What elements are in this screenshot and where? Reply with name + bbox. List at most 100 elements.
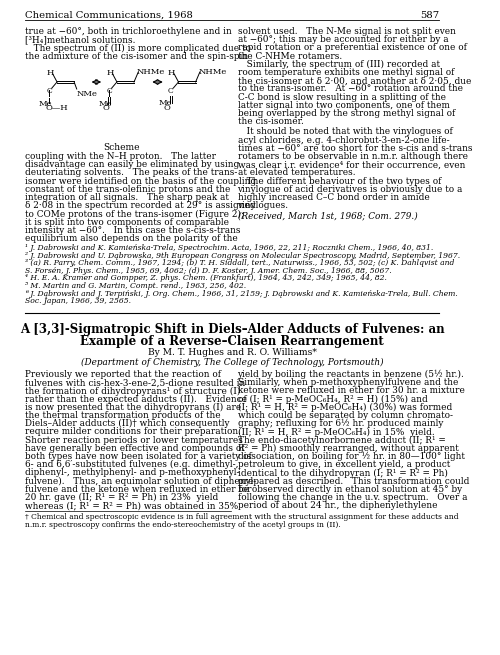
Text: coupling with the N–H proton.   The latter: coupling with the N–H proton. The latter [26, 152, 216, 161]
Text: n.m.r. spectroscopy confirms the endo-stereochemistry of the acetyl groups in (I: n.m.r. spectroscopy confirms the endo-st… [26, 521, 341, 529]
Text: (Received, March 1st, 1968; Com. 279.): (Received, March 1st, 1968; Com. 279.) [238, 212, 418, 220]
Text: (Department of Chemistry, The College of Technology, Portsmouth): (Department of Chemistry, The College of… [81, 358, 384, 367]
Text: Shorter reaction periods or lower temperatures: Shorter reaction periods or lower temper… [26, 436, 244, 445]
Text: true at −60°, both in trichloroethylene and in: true at −60°, both in trichloroethylene … [26, 27, 232, 36]
Text: Chemical Communications, 1968: Chemical Communications, 1968 [26, 11, 194, 20]
Text: of (I; R¹ = p-MeOC₆H₄, R² = H) (15%) and: of (I; R¹ = p-MeOC₆H₄, R² = H) (15%) and [238, 394, 428, 403]
Text: [³H₄]methanol solutions.: [³H₄]methanol solutions. [26, 35, 136, 44]
Text: A [3,3]-Sigmatropic Shift in Diels–Alder Adducts of Fulvenes: an: A [3,3]-Sigmatropic Shift in Diels–Alder… [20, 323, 444, 336]
Text: require milder conditions for their preparation.: require milder conditions for their prep… [26, 428, 242, 436]
Text: δ 2·08 in the spectrum recorded at 29° is assigned: δ 2·08 in the spectrum recorded at 29° i… [26, 201, 256, 210]
Text: S. Forsén, J. Phys. Chem., 1965, 69, 4062; (d) D. F. Koster, J. Amer. Chem. Soc.: S. Forsén, J. Phys. Chem., 1965, 69, 406… [26, 267, 392, 275]
Text: prepared as described.   This transformation could: prepared as described. This transformati… [238, 477, 469, 485]
Text: H: H [46, 69, 54, 77]
Text: By M. T. Hughes and R. O. Williams*: By M. T. Hughes and R. O. Williams* [148, 348, 317, 357]
Text: ¹ J. Dabrowski and K. Kamieńska-Trela, Spectrochim. Acta, 1966, 22, 211; Rocznik: ¹ J. Dabrowski and K. Kamieńska-Trela, S… [26, 244, 434, 252]
Text: Similarly, the spectrum of (III) recorded at: Similarly, the spectrum of (III) recorde… [238, 60, 440, 69]
Text: Me: Me [38, 100, 52, 108]
Text: have generally been effective and compounds of: have generally been effective and compou… [26, 444, 245, 453]
Text: ketone were refluxed in ether for 30 hr. a mixture: ketone were refluxed in ether for 30 hr.… [238, 386, 464, 396]
Text: the formation of dihydropyrans¹ of structure (I): the formation of dihydropyrans¹ of struc… [26, 386, 241, 396]
Text: fulvene).   Thus, an equimolar solution of diphenyl-: fulvene). Thus, an equimolar solution of… [26, 477, 256, 486]
Text: O: O [164, 104, 171, 112]
Text: vinylogues.: vinylogues. [238, 201, 288, 210]
Text: dissociation, on boiling for ½ hr. in 80—100° light: dissociation, on boiling for ½ hr. in 80… [238, 452, 464, 461]
Text: the C-NHMe rotamers.: the C-NHMe rotamers. [238, 52, 342, 61]
Text: being overlapped by the strong methyl signal of: being overlapped by the strong methyl si… [238, 109, 455, 118]
Text: equilibrium also depends on the polarity of the: equilibrium also depends on the polarity… [26, 234, 238, 243]
Text: C: C [106, 87, 112, 95]
Text: Me: Me [98, 100, 112, 108]
Text: the cis-isomer.: the cis-isomer. [238, 117, 304, 126]
Text: highly increased C–C bond order in amide: highly increased C–C bond order in amide [238, 193, 430, 202]
Text: ³ (a) R. Parry, Chem. Comm., 1967, 1294; (b) T. H. Siddall, tert., Naturwiss., 1: ³ (a) R. Parry, Chem. Comm., 1967, 1294;… [26, 259, 455, 267]
Text: † Chemical and spectroscopic evidence is in full agreement with the structural a: † Chemical and spectroscopic evidence is… [26, 514, 459, 521]
Text: intensity at −60°.   In this case the s-cis-s-trans: intensity at −60°. In this case the s-ci… [26, 226, 241, 234]
Text: the thermal transformation products of the: the thermal transformation products of t… [26, 411, 221, 420]
Text: The spectrum of (II) is more complicated due to: The spectrum of (II) is more complicated… [26, 43, 252, 52]
Text: (I; R¹ = H, R² = p-MeOC₆H₄) (30%) was formed: (I; R¹ = H, R² = p-MeOC₆H₄) (30%) was fo… [238, 403, 452, 412]
Text: it is split into two components of comparable: it is split into two components of compa… [26, 217, 230, 227]
Text: Diels–Alder adducts (II)† which consequently: Diels–Alder adducts (II)† which conseque… [26, 419, 230, 428]
Text: It should be noted that with the vinylogues of: It should be noted that with the vinylog… [238, 128, 452, 136]
Text: vinylogue of acid derivatives is obviously due to a: vinylogue of acid derivatives is obvious… [238, 185, 463, 194]
Text: to the trans-isomer.   At −60° rotation around the: to the trans-isomer. At −60° rotation ar… [238, 84, 462, 94]
Text: 20 hr. gave (II; R¹ = R² = Ph) in 23%  yield: 20 hr. gave (II; R¹ = R² = Ph) in 23% yi… [26, 493, 218, 502]
Text: at elevated temperatures.: at elevated temperatures. [238, 168, 355, 178]
Text: C-C bond is slow resulting in a splitting of the: C-C bond is slow resulting in a splittin… [238, 92, 446, 102]
Text: times at −60° are too short for the s-cis and s-trans: times at −60° are too short for the s-ci… [238, 144, 472, 153]
Text: rapid rotation or a preferential existence of one of: rapid rotation or a preferential existen… [238, 43, 466, 52]
Text: was clear i.r. evidence⁴ for their occurrence, even: was clear i.r. evidence⁴ for their occur… [238, 160, 465, 169]
Text: 6- and 6,6′-substituted fulvenes (e.g. dimethyl-,: 6- and 6,6′-substituted fulvenes (e.g. d… [26, 460, 239, 470]
Text: deuteriating solvents.   The peaks of the trans-: deuteriating solvents. The peaks of the … [26, 168, 238, 178]
Text: Soc. Japan, 1966, 39, 2565.: Soc. Japan, 1966, 39, 2565. [26, 297, 132, 305]
Text: at −60°; this may be accounted for either by a: at −60°; this may be accounted for eithe… [238, 35, 448, 44]
Text: the admixture of the cis-isomer and the spin-spin: the admixture of the cis-isomer and the … [26, 52, 248, 61]
Text: NMe: NMe [76, 90, 98, 98]
Text: The different behaviour of the two types of: The different behaviour of the two types… [238, 177, 441, 185]
Text: constant of the trans-olefinic protons and the: constant of the trans-olefinic protons a… [26, 185, 231, 194]
Text: yield by boiling the reactants in benzene (5½ hr.).: yield by boiling the reactants in benzen… [238, 370, 464, 379]
Text: both types have now been isolated for a variety of: both types have now been isolated for a … [26, 452, 252, 461]
Text: acyl chlorides, e.g. 4-chlorobut-3-en-2-one life-: acyl chlorides, e.g. 4-chlorobut-3-en-2-… [238, 136, 449, 145]
Text: diphenyl-, methylphenyl- and p-methoxyphenyl-: diphenyl-, methylphenyl- and p-methoxyph… [26, 468, 240, 477]
Text: the cis-isomer at δ 2·00, and another at δ 2·05, due: the cis-isomer at δ 2·00, and another at… [238, 76, 471, 85]
Text: rather than the expected adducts (II).   Evidence: rather than the expected adducts (II). E… [26, 394, 248, 403]
Text: ⁶ J. Dąbrowski and J. Terpiński, J. Org. Chem., 1966, 31, 2159; J. Dąbrowski and: ⁶ J. Dąbrowski and J. Terpiński, J. Org.… [26, 290, 458, 297]
Text: petroleum to give, in excellent yield, a product: petroleum to give, in excellent yield, a… [238, 460, 450, 469]
Text: fulvenes with cis-hex-3-ene-2,5-dione resulted in: fulvenes with cis-hex-3-ene-2,5-dione re… [26, 378, 246, 387]
Text: R² = Ph) smoothly rearranged, without apparent: R² = Ph) smoothly rearranged, without ap… [238, 444, 458, 453]
Text: identical to the dihydropyran (I; R¹ = R² = Ph): identical to the dihydropyran (I; R¹ = R… [238, 468, 448, 477]
Text: following the change in the u.v. spectrum.   Over a: following the change in the u.v. spectru… [238, 493, 467, 502]
Text: solvent used.   The N-Me signal is not split even: solvent used. The N-Me signal is not spl… [238, 27, 456, 36]
Text: whereas (I; R¹ = R² = Ph) was obtained in 35%: whereas (I; R¹ = R² = Ph) was obtained i… [26, 501, 238, 510]
Text: C: C [46, 87, 52, 95]
Text: isomer were identified on the basis of the coupling: isomer were identified on the basis of t… [26, 177, 256, 185]
Text: room temperature exhibits one methyl signal of: room temperature exhibits one methyl sig… [238, 68, 454, 77]
Text: Scheme: Scheme [103, 143, 140, 152]
Text: (II; R¹ = H, R² = p-MeOC₆H₄) in 15%  yield.: (II; R¹ = H, R² = p-MeOC₆H₄) in 15% yiel… [238, 428, 434, 436]
Text: Example of a Reverse–Claisen Rearrangement: Example of a Reverse–Claisen Rearrangeme… [80, 335, 384, 348]
Text: which could be separated by column chromato-: which could be separated by column chrom… [238, 411, 452, 420]
Text: latter signal into two components, one of them: latter signal into two components, one o… [238, 101, 450, 110]
Text: H: H [106, 69, 114, 77]
Text: rotamers to be observable in n.m.r. although there: rotamers to be observable in n.m.r. alth… [238, 152, 468, 161]
Text: H: H [168, 69, 175, 77]
Text: is now presented that the dihydropyrans (I) are: is now presented that the dihydropyrans … [26, 403, 242, 412]
Text: ⁵ M. Martin and G. Martin, Compt. rend., 1963, 256, 402.: ⁵ M. Martin and G. Martin, Compt. rend.,… [26, 282, 246, 290]
Text: disadvantage can easily be eliminated by using: disadvantage can easily be eliminated by… [26, 160, 240, 169]
Text: C: C [168, 87, 173, 95]
Text: ⁴ H. E. A. Kramer and Gompper, Z. phys. Chem. (Frankfurt), 1964, 43, 242, 349; 1: ⁴ H. E. A. Kramer and Gompper, Z. phys. … [26, 274, 388, 282]
Text: NHMe: NHMe [136, 68, 165, 76]
Text: Previously we reported that the reaction of: Previously we reported that the reaction… [26, 370, 222, 379]
Text: NHMe: NHMe [198, 68, 226, 76]
Text: O: O [102, 104, 109, 112]
Text: period of about 24 hr., the diphenylethylene: period of about 24 hr., the diphenylethy… [238, 501, 437, 510]
Text: Similarly, when p-methoxyphenylfulvene and the: Similarly, when p-methoxyphenylfulvene a… [238, 378, 458, 387]
Text: The endo-diacetylnorbornene adduct (II; R¹ =: The endo-diacetylnorbornene adduct (II; … [238, 436, 446, 445]
Text: graphy; refluxing for 6½ hr. produced mainly: graphy; refluxing for 6½ hr. produced ma… [238, 419, 443, 428]
Text: integration of all signals.   The sharp peak at: integration of all signals. The sharp pe… [26, 193, 230, 202]
Text: ² J. Dabrowski and U. Dąbrowska, 9th European Congress on Molecular Spectroscopy: ² J. Dabrowski and U. Dąbrowska, 9th Eur… [26, 252, 460, 259]
Text: fulvene and the ketone when refluxed in ether for: fulvene and the ketone when refluxed in … [26, 485, 252, 494]
Text: to COMe protons of the trans-isomer (Figure 2);: to COMe protons of the trans-isomer (Fig… [26, 210, 244, 219]
